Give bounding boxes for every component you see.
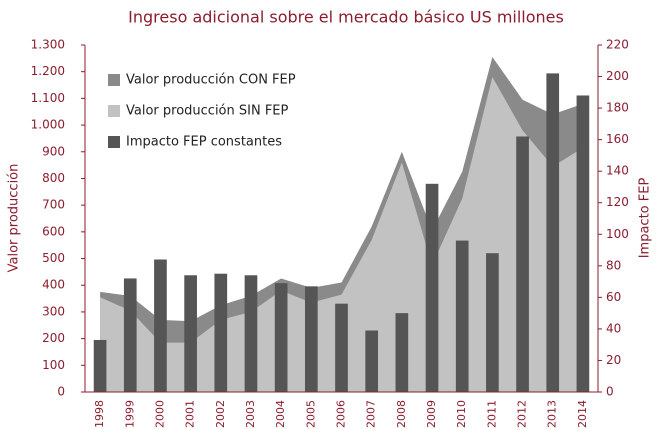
legend-label: Impacto FEP constantes bbox=[126, 135, 282, 150]
y-tick-label: 1.100 bbox=[31, 91, 65, 105]
x-tick-label: 2010 bbox=[455, 400, 468, 428]
y-tick-label: 300 bbox=[42, 304, 65, 318]
y2-tick-label: 0 bbox=[606, 385, 614, 399]
y-tick-label: 600 bbox=[42, 224, 65, 238]
legend-swatch bbox=[108, 105, 120, 117]
y-axis-label: Valor producción bbox=[7, 164, 22, 273]
legend-swatch bbox=[108, 136, 120, 148]
x-tick-label: 2013 bbox=[546, 400, 559, 428]
y2-axis-label: Impacto FEP bbox=[638, 178, 653, 259]
x-tick-label: 2003 bbox=[244, 400, 257, 428]
bar bbox=[184, 275, 197, 392]
bar bbox=[576, 95, 590, 393]
x-tick-label: 1998 bbox=[93, 400, 106, 428]
y2-tick-label: 220 bbox=[606, 38, 629, 52]
legend-swatch bbox=[108, 74, 120, 86]
y-tick-label: 1.200 bbox=[31, 64, 65, 78]
x-tick-label: 2014 bbox=[576, 400, 589, 428]
bar bbox=[123, 278, 137, 392]
y-tick-label: 200 bbox=[42, 331, 65, 345]
bar bbox=[93, 339, 107, 392]
legend-label: Valor producción CON FEP bbox=[126, 73, 296, 88]
y2-tick-label: 40 bbox=[606, 321, 621, 335]
y2-tick-label: 20 bbox=[606, 353, 621, 367]
bar bbox=[304, 286, 318, 392]
x-tick-label: 1999 bbox=[123, 400, 136, 428]
bar bbox=[335, 303, 348, 392]
x-tick-label: 2005 bbox=[304, 400, 317, 428]
y-tick-label: 100 bbox=[42, 358, 65, 372]
y-tick-label: 0 bbox=[57, 385, 65, 399]
legend: Valor producción CON FEP Valor producción… bbox=[108, 73, 296, 150]
y-tick-label: 500 bbox=[42, 251, 65, 265]
y-tick-label: 1.300 bbox=[31, 38, 65, 52]
x-tick-label: 2012 bbox=[516, 400, 529, 428]
x-tick-label: 2006 bbox=[335, 400, 348, 428]
y2-tick-label: 200 bbox=[606, 69, 629, 83]
legend-label: Valor producción SIN FEP bbox=[126, 104, 289, 119]
bar bbox=[546, 73, 560, 393]
y2-tick-label: 80 bbox=[606, 258, 621, 272]
x-tick-label: 2007 bbox=[365, 400, 378, 428]
y2-tick-label: 160 bbox=[606, 132, 629, 146]
y-tick-label: 1.000 bbox=[31, 118, 65, 132]
bar bbox=[455, 240, 469, 392]
chart-title: Ingreso adicional sobre el mercado básic… bbox=[128, 8, 564, 27]
y-tick-label: 800 bbox=[42, 171, 65, 185]
y2-tick-label: 60 bbox=[606, 290, 621, 304]
y-tick-label: 400 bbox=[42, 278, 65, 292]
bar bbox=[395, 313, 409, 392]
x-tick-label: 2000 bbox=[153, 400, 166, 428]
x-tick-label: 2002 bbox=[214, 400, 227, 428]
y-tick-label: 900 bbox=[42, 144, 65, 158]
bar bbox=[154, 259, 167, 392]
y2-tick-label: 140 bbox=[606, 164, 629, 178]
bar bbox=[214, 273, 228, 392]
bar bbox=[425, 183, 439, 392]
y-tick-label: 700 bbox=[42, 198, 65, 212]
x-tick-label: 2009 bbox=[425, 400, 438, 428]
bar bbox=[244, 275, 258, 392]
bar bbox=[274, 283, 288, 392]
y2-tick-label: 120 bbox=[606, 195, 629, 209]
y2-tick-label: 100 bbox=[606, 227, 629, 241]
y2-tick-label: 180 bbox=[606, 101, 629, 115]
x-tick-label: 2011 bbox=[485, 400, 498, 428]
x-tick-label: 2001 bbox=[184, 400, 197, 428]
x-tick-label: 2004 bbox=[274, 400, 287, 428]
bar bbox=[365, 330, 379, 392]
x-tick-label: 2008 bbox=[395, 400, 408, 428]
bar bbox=[516, 136, 529, 392]
bar bbox=[486, 253, 499, 392]
